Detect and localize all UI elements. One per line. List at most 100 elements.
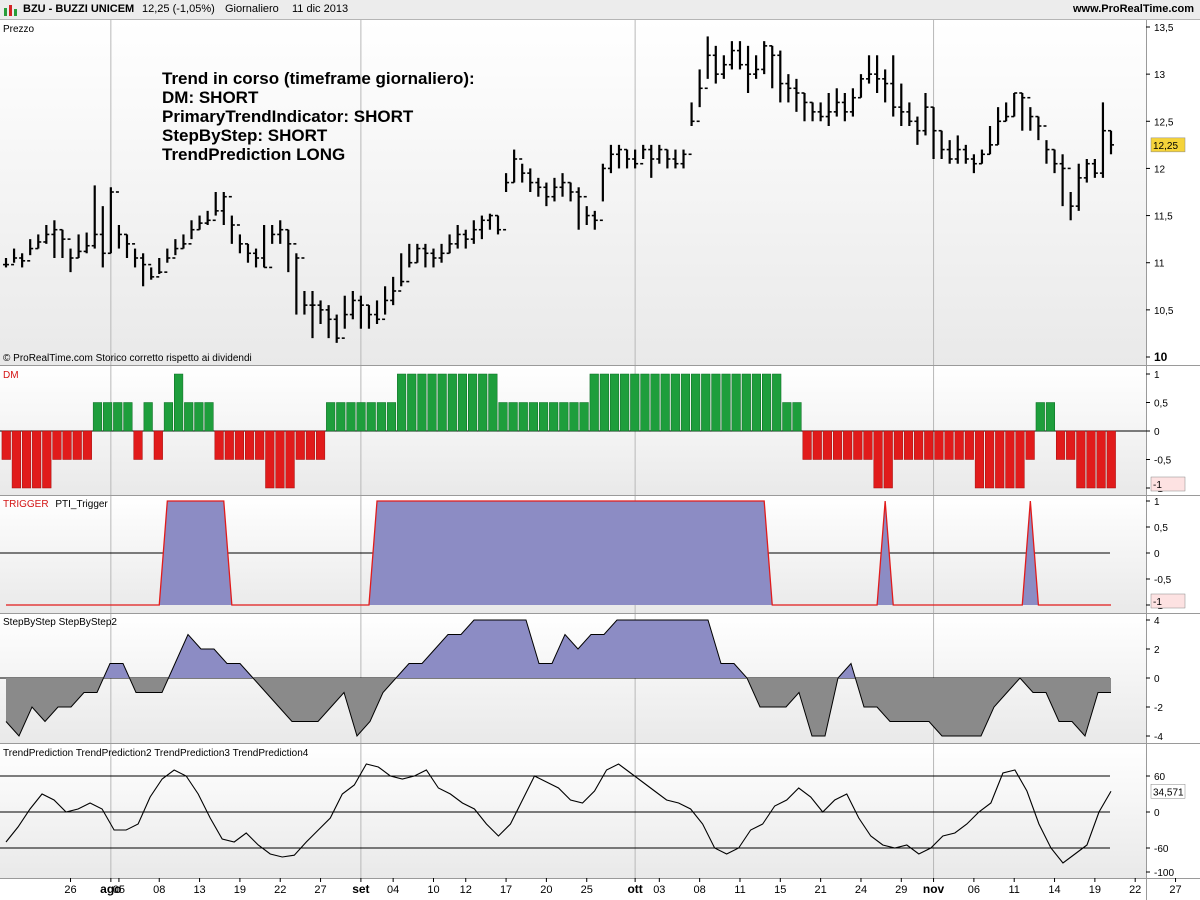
x-axis-tick-label: 06 [968, 884, 980, 896]
dm-bar [822, 430, 832, 460]
stepbystep-line [5, 619, 1111, 737]
dm-bar [944, 430, 954, 460]
trigger-panel-label: TRIGGER PTI_Trigger [3, 499, 108, 510]
annotation-line-3: PrimaryTrendIndicator: SHORT [162, 107, 414, 126]
x-axis-tick-label: 20 [540, 884, 552, 896]
x-axis-tick-label: 19 [234, 884, 246, 896]
dm-bar [214, 430, 224, 460]
dm-bar [751, 373, 762, 432]
x-axis-tick-label: 27 [314, 884, 326, 896]
dm-bar [650, 373, 660, 432]
title-bar: BZU - BUZZI UNICEM 12,25 (-1,05%) Giorna… [0, 0, 1200, 20]
dm-bar [356, 402, 366, 432]
dm-bar [508, 402, 518, 432]
dm-bar [32, 430, 42, 489]
trigger-series-name: PTI_Trigger [55, 499, 108, 510]
dm-bar [883, 430, 893, 489]
y-axis-tick-label: 2 [1154, 645, 1160, 656]
dm-bar [265, 430, 275, 489]
dm-bar [42, 430, 52, 489]
trendprediction-last-value-bg [1150, 784, 1186, 799]
dm-bar [397, 373, 407, 432]
dm-bar [184, 402, 194, 432]
dm-bar [498, 402, 508, 432]
dm-bar [62, 430, 72, 460]
dm-bar [82, 430, 92, 460]
dm-panel-label: DM [3, 370, 19, 381]
dm-bar [163, 402, 174, 432]
annotation-line-4: StepByStep: SHORT [162, 126, 328, 145]
dm-bar [559, 402, 569, 432]
dm-bar [285, 430, 295, 489]
x-axis-tick-label: 12 [460, 884, 472, 896]
dm-bar [305, 430, 315, 460]
dm-last-value: -1 [1153, 480, 1162, 491]
x-axis-tick-label: 03 [653, 884, 665, 896]
dm-bar [113, 402, 123, 432]
x-axis-tick-label: set [352, 882, 369, 896]
price-panel-label: Prezzo [3, 24, 35, 35]
dm-bar [275, 430, 285, 489]
dm-bar [346, 402, 356, 432]
y-axis-tick-label: 13,5 [1154, 23, 1174, 34]
x-axis-tick-label: 11 [1009, 884, 1020, 896]
dm-bar [853, 430, 863, 460]
dm-bar [1106, 430, 1116, 489]
price-change-label: 12,25 (-1,05%) [142, 3, 215, 15]
trigger-name: TRIGGER [3, 499, 49, 510]
price-last-value: 12,25 [1153, 141, 1178, 152]
chart-area[interactable]: 13,51312,51211,51110,51010,50-0,5-110,50… [0, 20, 1200, 900]
site-link[interactable]: www.ProRealTime.com [1072, 3, 1194, 15]
dm-bar [366, 402, 376, 432]
dm-bar [72, 430, 82, 460]
price-footer-note: © ProRealTime.com Storico corretto rispe… [3, 353, 252, 364]
dm-bar [792, 402, 802, 432]
x-axis-tick-label: 22 [274, 884, 286, 896]
dm-bar [447, 373, 457, 432]
dm-bar [336, 402, 346, 432]
dm-bar [954, 430, 964, 460]
y-axis-tick-label: 12 [1154, 164, 1166, 175]
dm-bar [528, 402, 538, 432]
trendprediction-line [5, 763, 1112, 864]
y-axis-tick-label: 0 [1154, 549, 1160, 560]
dm-bar [903, 430, 914, 460]
y-axis-tick-label: 0,5 [1154, 523, 1168, 534]
y-axis-tick-label: 11,5 [1154, 212, 1173, 223]
x-axis-tick-label: 29 [895, 884, 907, 896]
axis-background [1146, 367, 1200, 495]
dm-bar [1035, 402, 1045, 432]
dm-bar [427, 373, 437, 432]
symbol-label: BZU - BUZZI UNICEM [23, 3, 135, 15]
stepbystep-panel-label: StepByStep StepByStep2 [3, 617, 117, 628]
x-axis-tick-label: 08 [153, 884, 165, 896]
y-axis-tick-label: 60 [1154, 772, 1166, 783]
x-axis-tick-label: 27 [1169, 884, 1181, 896]
dm-bar [103, 402, 113, 432]
dm-bar [1005, 430, 1015, 489]
dm-bar [711, 373, 721, 432]
dm-bar [255, 430, 265, 460]
chart-logo-icon [4, 5, 17, 16]
x-axis-tick-label: ago [100, 882, 121, 896]
dm-bar [680, 373, 691, 432]
x-axis-tick-label: 10 [427, 884, 439, 896]
annotation-line-2: DM: SHORT [162, 88, 259, 107]
x-axis-tick-label: 26 [64, 884, 76, 896]
dm-bar [1, 430, 11, 460]
dm-bar [518, 402, 528, 432]
dm-bar [701, 373, 711, 432]
y-axis-tick-label: -4 [1154, 732, 1163, 743]
dm-bar [174, 373, 184, 432]
x-axis-tick-label: 17 [500, 884, 512, 896]
dm-bar [873, 430, 883, 489]
dm-bar [974, 430, 985, 489]
dm-bar [1096, 430, 1106, 489]
dm-bar [52, 430, 62, 460]
dm-bar [579, 402, 589, 432]
panel-background [0, 744, 1146, 878]
dm-bar [762, 373, 772, 432]
dm-bar [924, 430, 934, 460]
x-axis-tick-label: 13 [193, 884, 205, 896]
y-axis-tick-label: 13 [1154, 70, 1166, 81]
